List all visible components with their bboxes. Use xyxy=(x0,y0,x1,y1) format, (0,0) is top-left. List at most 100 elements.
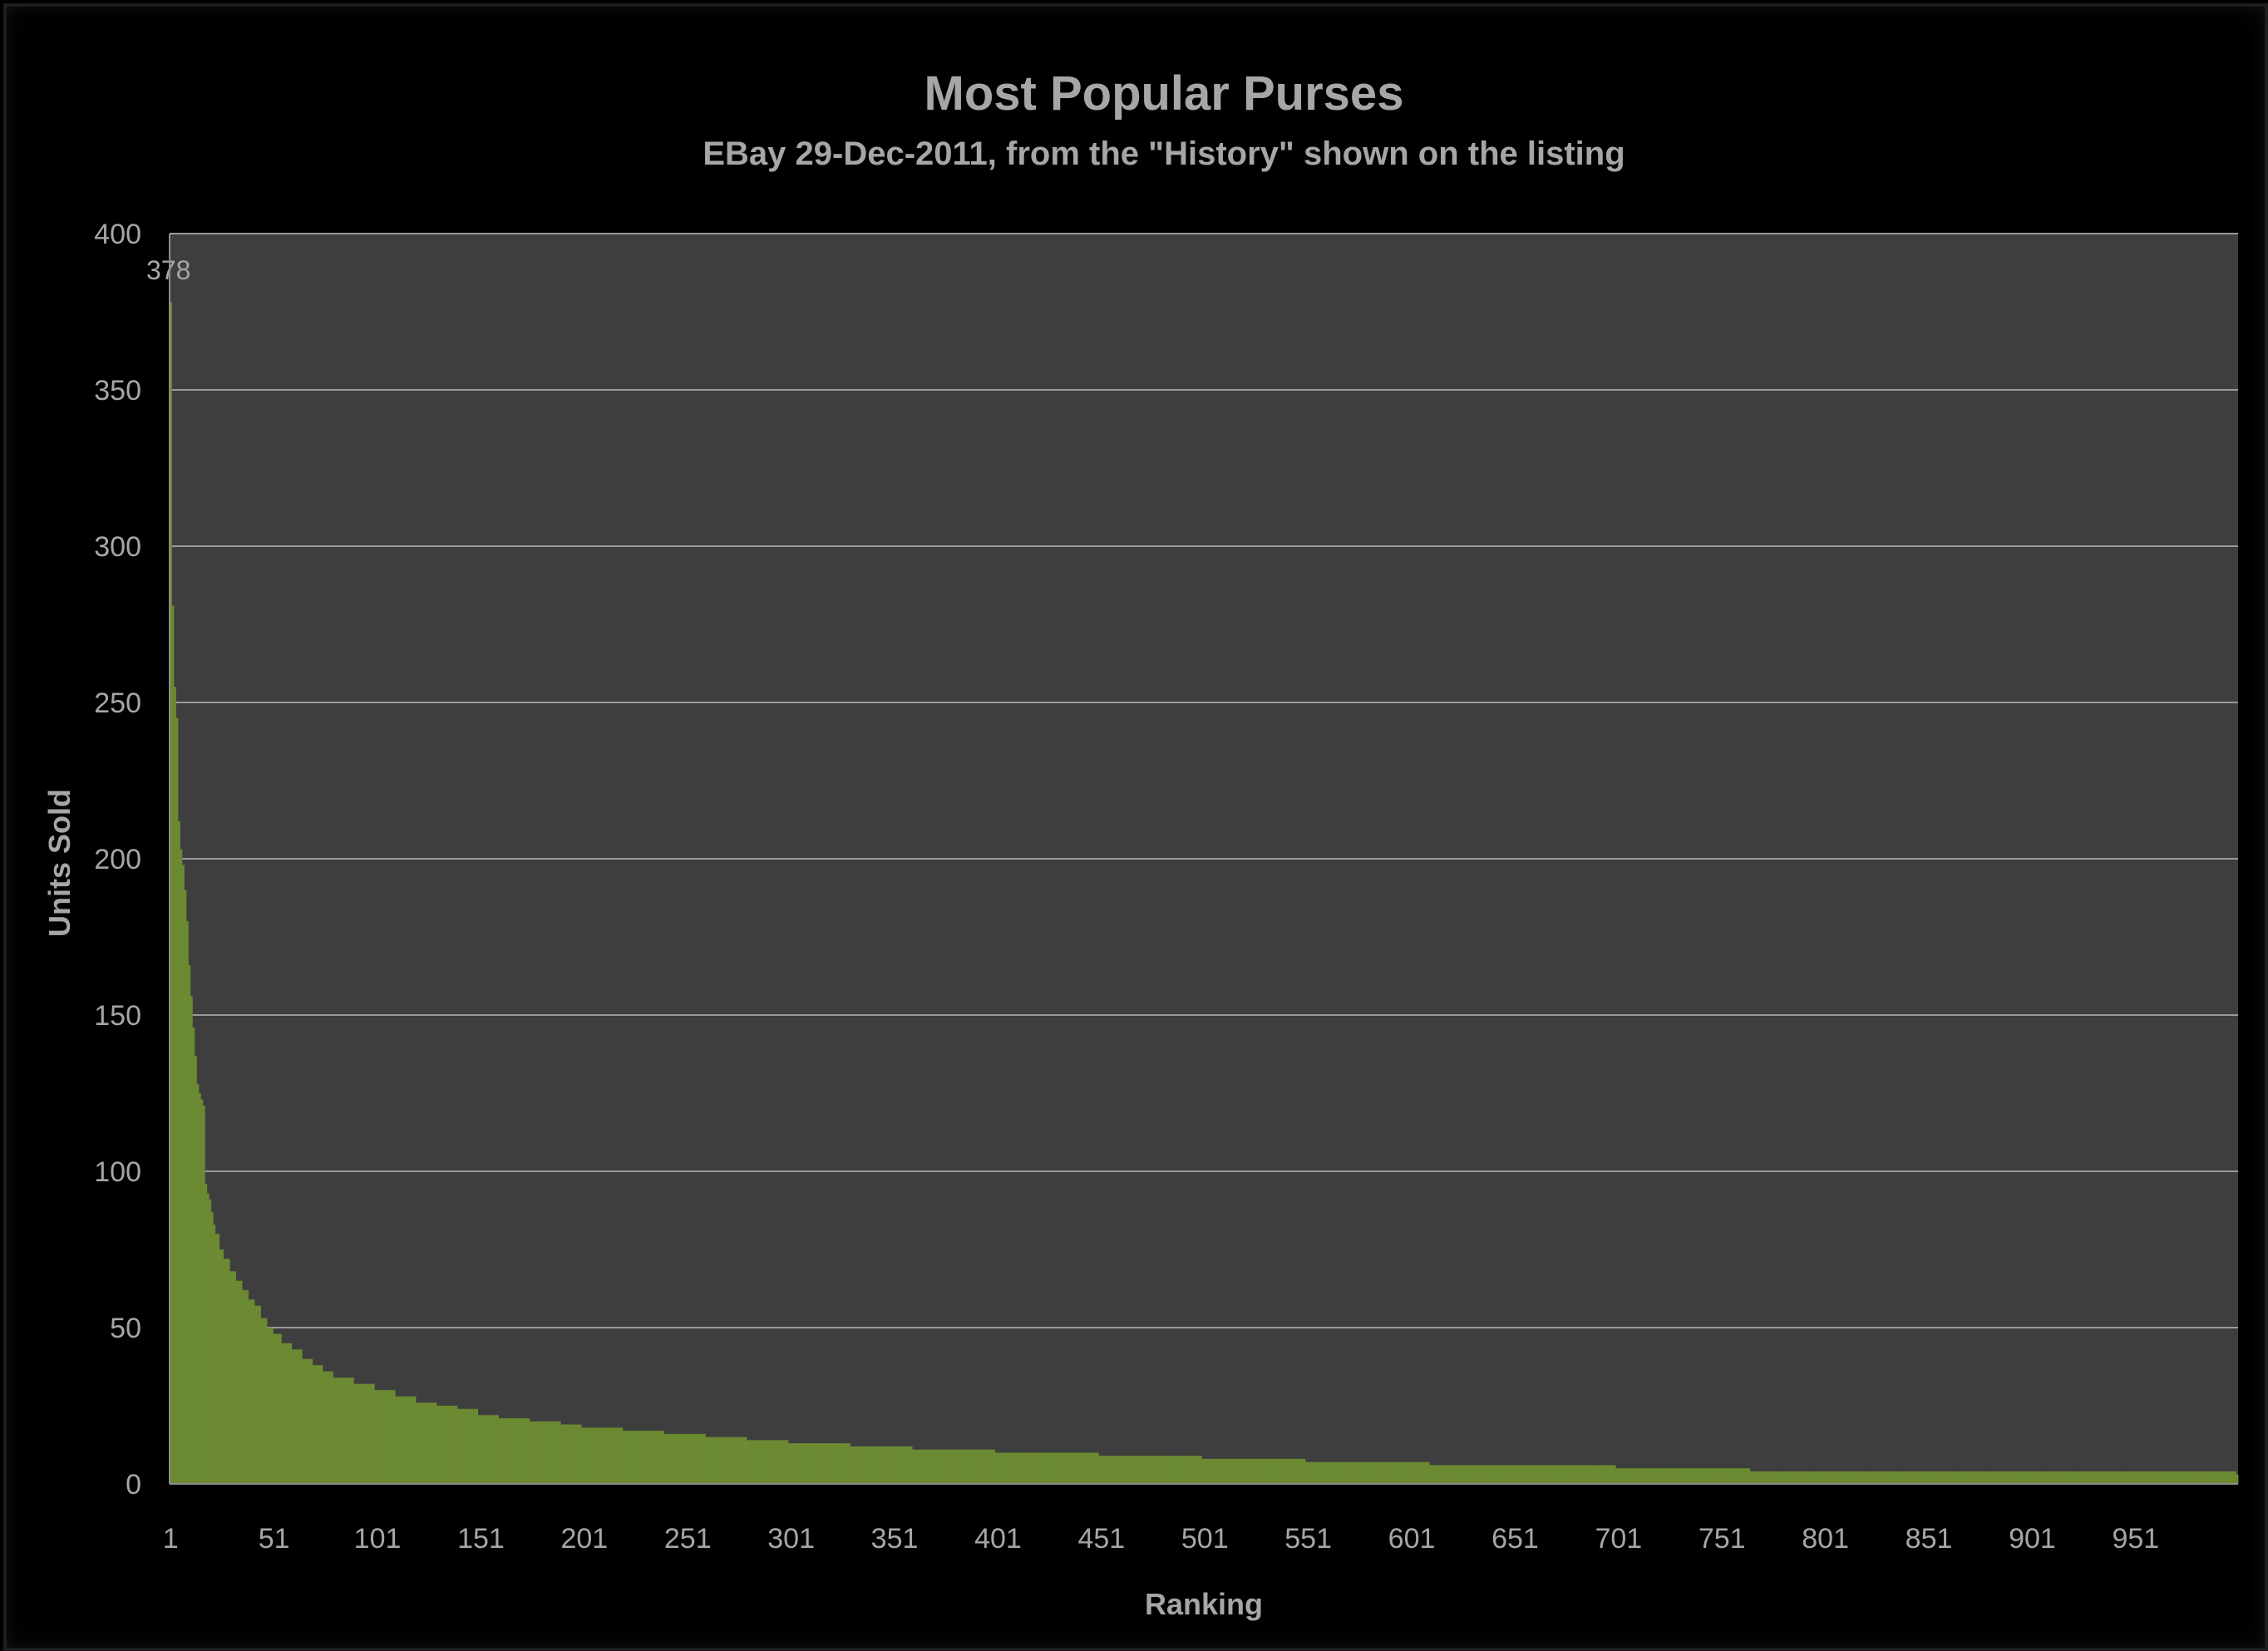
bar xyxy=(1762,1471,1765,1484)
bar xyxy=(1749,1471,1753,1484)
bar xyxy=(270,1328,274,1484)
bar xyxy=(1427,1461,1430,1484)
bar xyxy=(1447,1465,1451,1484)
bar xyxy=(2206,1471,2210,1484)
bar xyxy=(2161,1471,2164,1484)
bar xyxy=(244,1289,247,1484)
bar xyxy=(1098,1456,1101,1484)
bar xyxy=(1793,1471,1796,1484)
bar xyxy=(598,1427,600,1484)
bar xyxy=(2062,1471,2065,1484)
bar xyxy=(285,1343,288,1484)
bar xyxy=(585,1427,588,1484)
bar xyxy=(1871,1471,1875,1484)
bar xyxy=(1565,1465,1569,1484)
bar xyxy=(577,1424,580,1484)
bar xyxy=(1624,1468,1626,1484)
bar xyxy=(2084,1471,2088,1484)
bar xyxy=(2014,1471,2018,1484)
bar xyxy=(1018,1452,1020,1484)
bar xyxy=(904,1446,907,1484)
bar xyxy=(2023,1471,2026,1484)
bar xyxy=(405,1396,408,1484)
bar xyxy=(674,1433,677,1484)
bar xyxy=(707,1437,710,1484)
bar xyxy=(2126,1471,2129,1484)
bar xyxy=(1497,1465,1501,1484)
bar xyxy=(252,1299,255,1484)
bar xyxy=(552,1421,555,1484)
bar xyxy=(343,1377,346,1484)
bar xyxy=(1739,1468,1743,1484)
bar xyxy=(258,1305,261,1484)
bar xyxy=(1200,1456,1202,1484)
bar xyxy=(1493,1465,1496,1484)
bar xyxy=(362,1383,365,1484)
bar xyxy=(1196,1456,1198,1484)
bar xyxy=(1032,1452,1035,1484)
bar xyxy=(705,1437,708,1484)
bar xyxy=(1247,1458,1250,1484)
bar xyxy=(1015,1452,1018,1484)
bar xyxy=(1724,1468,1728,1484)
bar xyxy=(2083,1471,2086,1484)
bar xyxy=(1334,1461,1337,1484)
bar xyxy=(515,1418,518,1484)
bar xyxy=(1596,1465,1600,1484)
bar xyxy=(1516,1465,1519,1484)
bar xyxy=(1694,1468,1697,1484)
bar xyxy=(736,1437,739,1484)
bar xyxy=(184,890,187,1484)
bar xyxy=(772,1440,774,1484)
bar xyxy=(1652,1468,1655,1484)
bar xyxy=(653,1431,657,1484)
bar xyxy=(1704,1468,1707,1484)
bar xyxy=(2020,1471,2024,1484)
bar xyxy=(945,1449,948,1484)
bar xyxy=(498,1418,501,1484)
bar xyxy=(1777,1471,1780,1484)
bar xyxy=(703,1433,706,1484)
bar xyxy=(448,1406,451,1484)
bar xyxy=(840,1443,842,1484)
bar xyxy=(506,1418,510,1484)
bar xyxy=(2197,1471,2200,1484)
bar xyxy=(1057,1452,1060,1484)
bar xyxy=(968,1449,971,1484)
y-tick-label: 0 xyxy=(126,1469,141,1501)
bar xyxy=(409,1396,412,1484)
bar xyxy=(757,1440,760,1484)
bar xyxy=(1309,1461,1312,1484)
bar xyxy=(693,1433,696,1484)
bar xyxy=(1357,1461,1359,1484)
bar xyxy=(595,1427,599,1484)
bar xyxy=(1429,1465,1432,1484)
bar xyxy=(630,1431,634,1484)
bar xyxy=(274,1333,278,1484)
bar xyxy=(1934,1471,1937,1484)
bar xyxy=(1702,1468,1705,1484)
bar xyxy=(1367,1461,1370,1484)
bar xyxy=(2006,1471,2009,1484)
bar xyxy=(293,1349,297,1484)
bar xyxy=(638,1431,642,1484)
bar xyxy=(1026,1452,1028,1484)
bar xyxy=(775,1440,778,1484)
bar xyxy=(1698,1468,1701,1484)
bar xyxy=(467,1408,471,1484)
bar xyxy=(1971,1471,1974,1484)
bar xyxy=(794,1443,797,1484)
bar xyxy=(1100,1456,1103,1484)
bar xyxy=(1030,1452,1033,1484)
bar xyxy=(1303,1458,1306,1484)
bar xyxy=(1584,1465,1587,1484)
bar xyxy=(1156,1456,1159,1484)
bar xyxy=(1828,1471,1832,1484)
bar xyxy=(800,1443,803,1484)
bar xyxy=(1846,1471,1850,1484)
bar xyxy=(1520,1465,1523,1484)
bar xyxy=(1950,1471,1954,1484)
bar xyxy=(1642,1468,1645,1484)
bar xyxy=(333,1377,336,1484)
bar xyxy=(1278,1458,1281,1484)
